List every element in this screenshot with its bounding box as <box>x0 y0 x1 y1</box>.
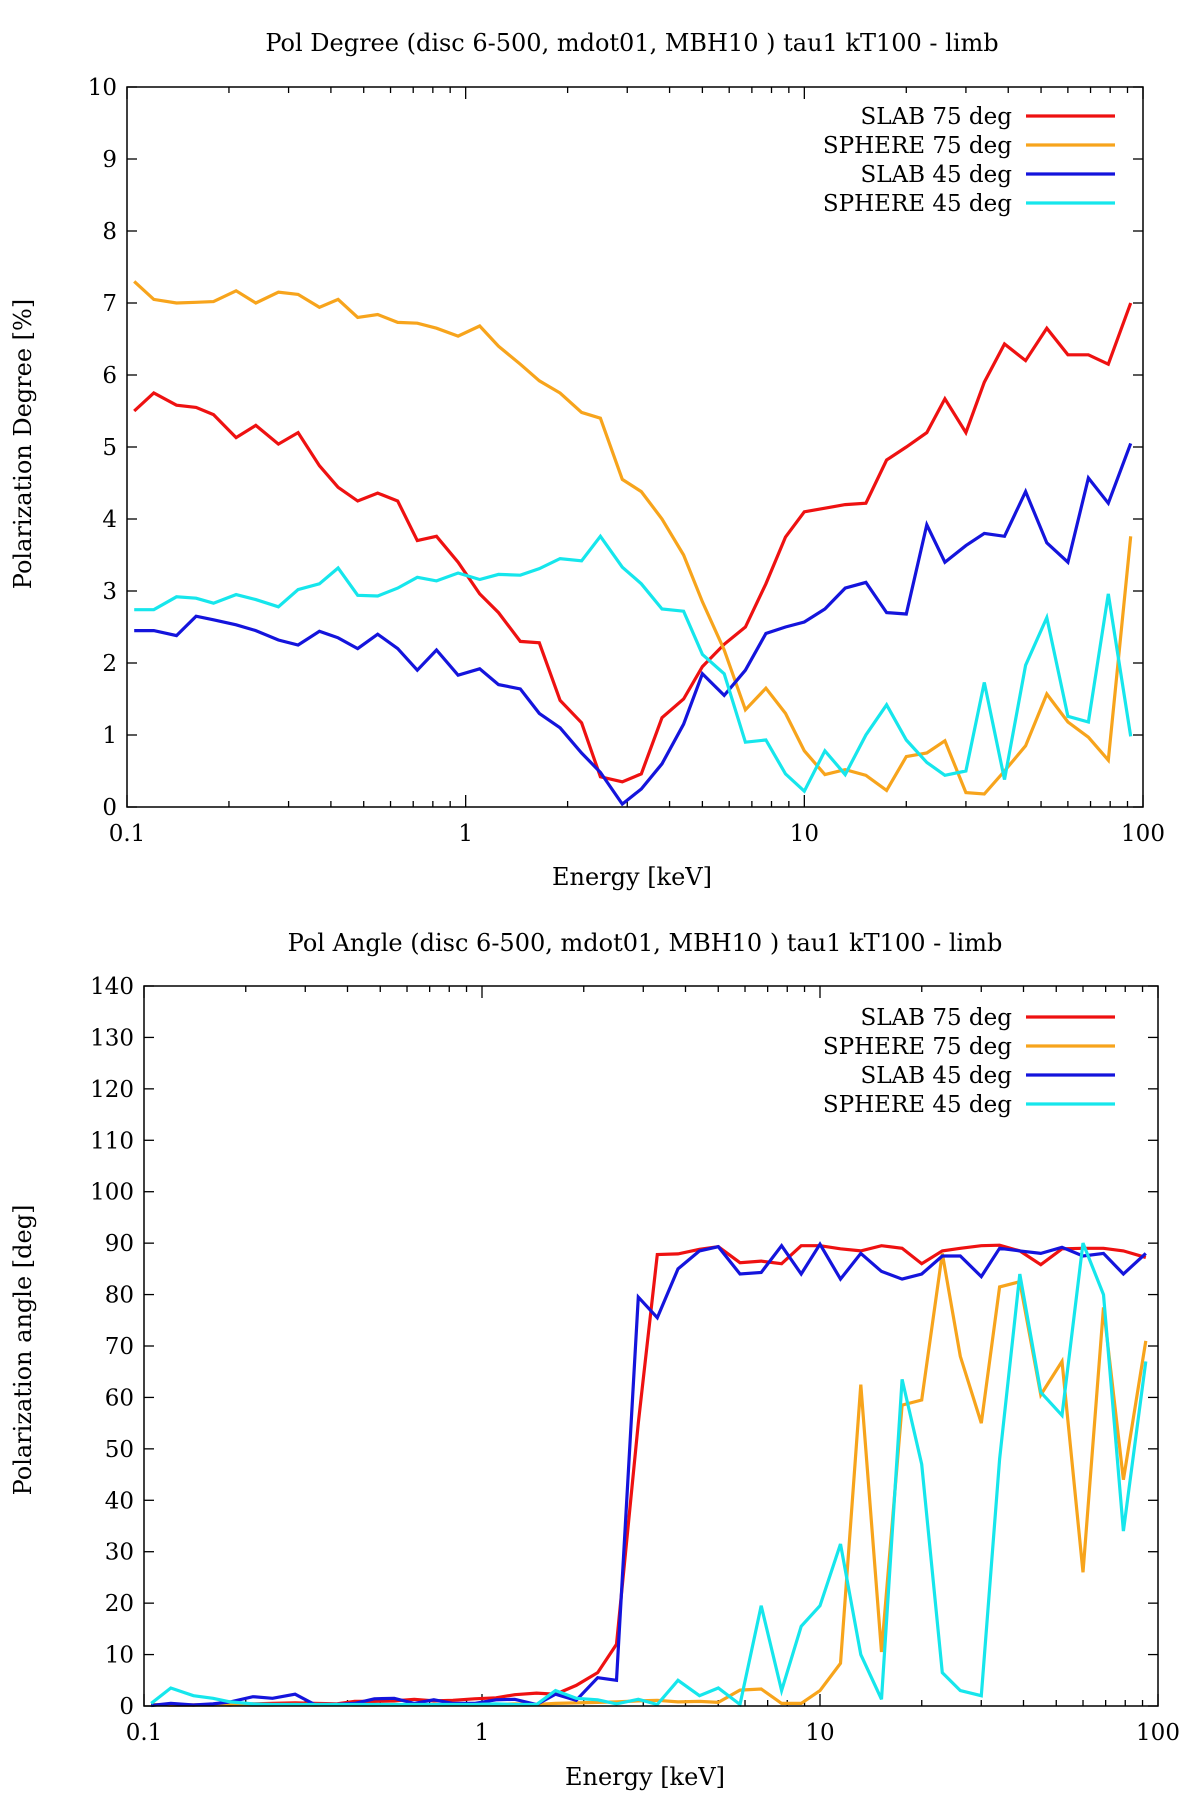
x-tick-label: 100 <box>1136 1720 1180 1746</box>
y-tick-label: 120 <box>90 1077 134 1103</box>
pol-degree-title: Pol Degree (disc 6-500, mdot01, MBH10 ) … <box>265 29 998 57</box>
pol-angle-chart: Pol Angle (disc 6-500, mdot01, MBH10 ) t… <box>9 929 1180 1791</box>
pol-angle-frame <box>143 985 1159 1707</box>
legend-label-sphere45: SPHERE 45 deg <box>823 191 1012 217</box>
pol-angle-xlabel: Energy [keV] <box>565 1763 725 1791</box>
legend-label-sphere75: SPHERE 75 deg <box>823 133 1012 159</box>
y-tick-label: 5 <box>102 435 117 461</box>
pol-angle-plot-area <box>150 1241 1148 1708</box>
y-tick-label: 100 <box>90 1180 134 1206</box>
y-tick-label: 9 <box>102 147 117 173</box>
x-tick-label: 1 <box>458 821 473 847</box>
y-tick-label: 110 <box>90 1128 134 1154</box>
pol-degree-chart: Pol Degree (disc 6-500, mdot01, MBH10 ) … <box>9 29 1165 891</box>
y-tick-label: 4 <box>102 507 117 533</box>
legend-label-slab75: SLAB 75 deg <box>861 104 1013 130</box>
y-tick-label: 30 <box>105 1540 134 1566</box>
y-tick-label: 80 <box>105 1283 134 1309</box>
y-tick-label: 10 <box>105 1643 134 1669</box>
legend-label-sphere75: SPHERE 75 deg <box>823 1034 1012 1060</box>
series-line-slab45 <box>134 442 1133 807</box>
x-tick-label: 100 <box>1121 821 1165 847</box>
x-tick-label: 10 <box>790 821 819 847</box>
y-tick-label: 130 <box>90 1025 134 1051</box>
y-tick-label: 20 <box>105 1591 134 1617</box>
pol-degree-legend: SLAB 75 deg SPHERE 75 deg SLAB 45 deg SP… <box>823 104 1115 217</box>
pol-degree-ticks: 0 1 2 3 4 5 6 7 8 9 10 0.1 1 10 100 <box>88 75 1165 847</box>
y-tick-label: 40 <box>105 1488 134 1514</box>
y-tick-label: 60 <box>105 1385 134 1411</box>
legend-label-slab75: SLAB 75 deg <box>861 1005 1013 1031</box>
pol-angle-title: Pol Angle (disc 6-500, mdot01, MBH10 ) t… <box>288 929 1003 957</box>
pol-degree-xlabel: Energy [keV] <box>552 863 712 891</box>
y-tick-label: 1 <box>102 723 117 749</box>
pol-angle-legend: SLAB 75 deg SPHERE 75 deg SLAB 45 deg SP… <box>823 1005 1115 1118</box>
y-tick-label: 6 <box>102 363 117 389</box>
pol-angle-ylabel: Polarization angle [deg] <box>9 1205 37 1496</box>
series-line-slab75 <box>133 302 1133 784</box>
y-tick-label: 2 <box>102 651 117 677</box>
y-tick-label: 0 <box>102 795 117 821</box>
x-tick-label: 10 <box>805 1720 834 1746</box>
pol-degree-plot-area <box>133 280 1133 807</box>
y-tick-label: 7 <box>102 291 117 317</box>
y-tick-label: 3 <box>102 579 117 605</box>
y-tick-label: 140 <box>90 974 134 1000</box>
legend-label-sphere45: SPHERE 45 deg <box>823 1092 1012 1118</box>
y-tick-label: 70 <box>105 1334 134 1360</box>
y-tick-label: 50 <box>105 1437 134 1463</box>
pol-degree-frame <box>126 86 1144 808</box>
x-tick-label: 0.1 <box>126 1720 163 1746</box>
legend-label-slab45: SLAB 45 deg <box>861 1063 1013 1089</box>
legend-label-slab45: SLAB 45 deg <box>861 162 1013 188</box>
series-line-sphere75 <box>133 280 1133 796</box>
y-tick-label: 8 <box>102 219 117 245</box>
y-tick-label: 90 <box>105 1231 134 1257</box>
x-tick-label: 1 <box>475 1720 490 1746</box>
series-line-sphere45 <box>134 533 1133 794</box>
y-tick-label: 10 <box>88 75 117 101</box>
y-tick-label: 0 <box>119 1694 134 1720</box>
x-tick-label: 0.1 <box>109 821 146 847</box>
series-line-sphere45 <box>150 1242 1148 1708</box>
pol-degree-ylabel: Polarization Degree [%] <box>9 299 37 589</box>
